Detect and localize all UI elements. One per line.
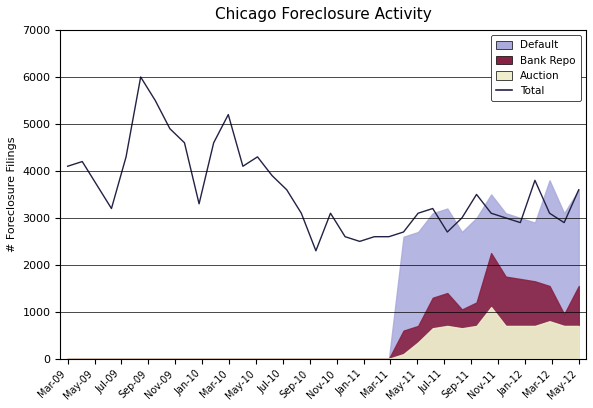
Y-axis label: # Foreclosure Filings: # Foreclosure Filings — [7, 137, 17, 252]
Legend: Default, Bank Repo, Auction, Total: Default, Bank Repo, Auction, Total — [491, 35, 581, 101]
Title: Chicago Foreclosure Activity: Chicago Foreclosure Activity — [215, 7, 432, 22]
